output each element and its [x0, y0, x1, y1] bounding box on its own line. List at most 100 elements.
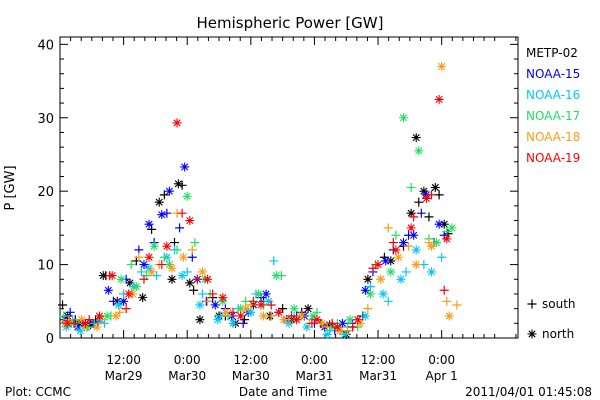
north-marker	[73, 322, 83, 332]
north-marker	[75, 326, 85, 336]
south-marker	[383, 296, 393, 306]
south-marker	[266, 300, 276, 310]
north-marker	[360, 285, 370, 295]
north-marker	[274, 307, 284, 317]
y-tick-label: 30	[37, 112, 54, 127]
north-marker	[444, 311, 454, 321]
north-marker	[340, 329, 350, 339]
north-marker	[139, 260, 149, 270]
x-tick-date-label: Mar30	[168, 369, 206, 383]
south-marker	[134, 252, 144, 262]
north-marker	[312, 315, 322, 325]
south-marker	[388, 238, 398, 248]
south-marker	[59, 311, 69, 321]
north-marker	[360, 311, 370, 321]
south-marker	[190, 238, 200, 248]
marker-legend-label: south	[542, 297, 576, 311]
north-marker	[303, 304, 313, 314]
south-marker	[391, 230, 401, 240]
north-marker	[253, 289, 263, 299]
north-marker	[256, 300, 266, 310]
north-marker	[138, 293, 148, 303]
north-marker	[317, 318, 327, 328]
north-marker	[332, 322, 342, 332]
north-marker	[406, 223, 416, 233]
north-marker	[119, 296, 129, 306]
north-marker	[164, 260, 174, 270]
north-marker	[399, 113, 408, 123]
south-marker	[136, 267, 146, 277]
north-marker	[236, 311, 246, 321]
north-marker	[241, 304, 251, 314]
south-marker	[383, 223, 393, 233]
south-marker	[108, 296, 118, 306]
south-marker	[343, 326, 353, 336]
north-marker	[264, 296, 274, 306]
north-marker	[432, 238, 442, 248]
south-marker	[348, 322, 358, 332]
south-marker	[269, 256, 279, 266]
north-marker	[77, 315, 87, 325]
north-marker	[353, 315, 363, 325]
north-marker	[144, 219, 154, 229]
south-marker	[189, 285, 199, 295]
north-marker	[345, 315, 355, 325]
north-marker	[426, 241, 436, 251]
north-marker	[63, 318, 73, 328]
south-marker	[322, 322, 332, 332]
north-marker	[162, 241, 172, 251]
north-marker	[271, 271, 281, 281]
north-marker	[386, 267, 396, 277]
south-marker	[401, 267, 411, 277]
north-marker	[289, 304, 299, 314]
north-marker	[292, 315, 302, 325]
north-marker	[157, 210, 167, 220]
north-marker	[430, 183, 440, 192]
north-marker	[125, 278, 135, 288]
north-marker	[365, 289, 375, 299]
marker-legend-label: north	[542, 327, 574, 341]
north-marker	[439, 219, 449, 229]
north-marker	[80, 318, 90, 328]
north-marker	[61, 322, 71, 332]
north-marker	[116, 274, 126, 284]
x-tick-date-label: Mar30	[232, 369, 270, 383]
south-marker	[266, 311, 276, 321]
north-marker	[218, 293, 228, 303]
legend-entry: NOAA-17	[526, 109, 580, 123]
legend-entry: NOAA-16	[526, 88, 580, 102]
south-marker	[157, 260, 167, 270]
north-marker	[396, 274, 406, 284]
south-marker	[177, 180, 187, 190]
north-marker	[399, 238, 408, 248]
north-marker	[210, 300, 220, 310]
south-marker	[239, 315, 249, 325]
north-marker	[197, 267, 207, 277]
x-axis-label: Date and Time	[239, 385, 327, 399]
south-marker	[434, 190, 444, 200]
x-tick-time-label: 0:00	[301, 353, 328, 367]
south-marker	[65, 307, 75, 317]
south-marker	[58, 300, 68, 310]
south-marker	[248, 296, 258, 306]
north-marker	[355, 318, 365, 328]
north-marker	[111, 311, 121, 321]
north-marker	[373, 260, 383, 270]
north-marker	[98, 271, 108, 281]
x-tick-time-label: 0:00	[428, 353, 455, 367]
south-marker	[409, 212, 419, 222]
north-marker	[411, 133, 421, 143]
north-marker	[228, 318, 238, 328]
north-marker	[308, 311, 318, 321]
north-marker	[144, 252, 154, 262]
north-marker	[378, 289, 388, 299]
south-marker	[177, 208, 187, 218]
north-marker	[203, 274, 213, 284]
south-marker	[187, 245, 197, 255]
north-marker	[180, 162, 190, 172]
x-tick-date-label: Mar29	[105, 369, 143, 383]
south-marker	[363, 304, 373, 314]
north-marker	[149, 241, 159, 251]
x-tick-time-label: 12:00	[106, 353, 141, 367]
south-marker	[424, 212, 434, 222]
